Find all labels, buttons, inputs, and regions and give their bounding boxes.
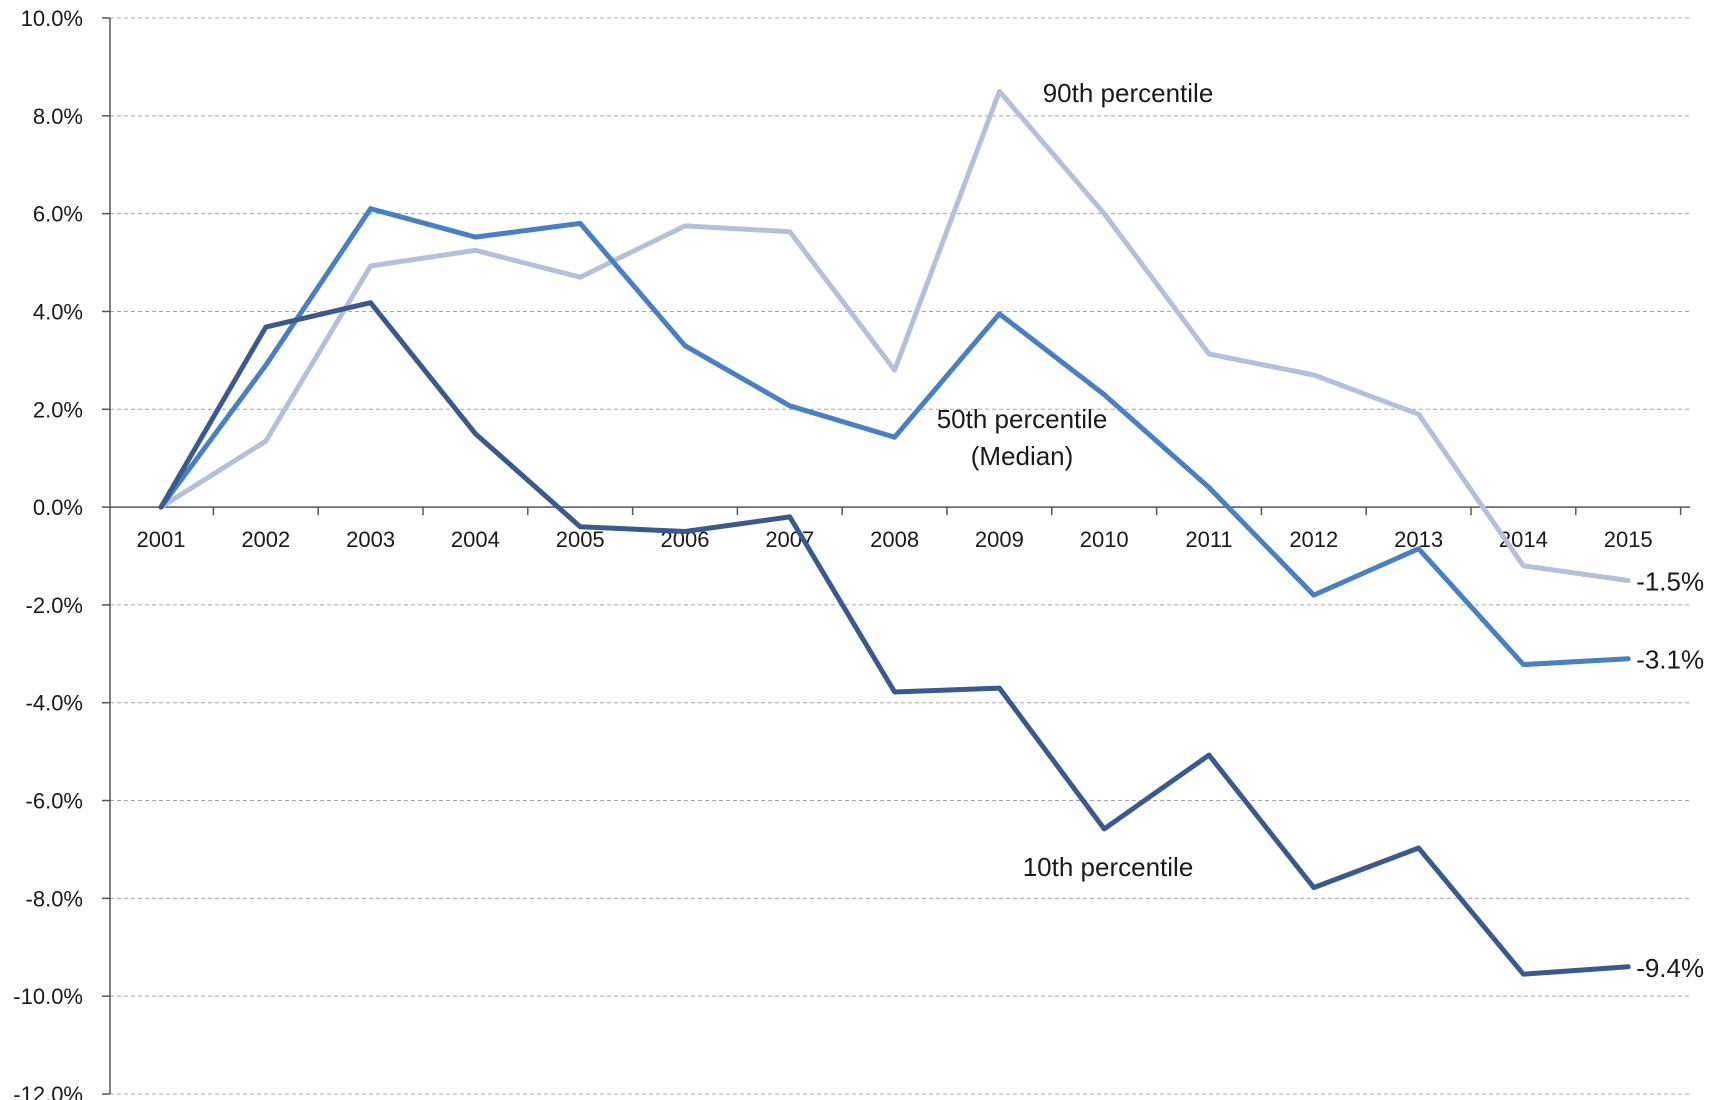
end-value-label-p90: -1.5%	[1636, 566, 1704, 596]
x-tick-label: 2009	[975, 527, 1024, 552]
series-labels: -1.5% -3.1% -9.4% 90th percentile 50th perce…	[937, 78, 1704, 983]
y-tick-label: -2.0%	[26, 593, 83, 618]
y-tick-label: 8.0%	[33, 104, 83, 129]
y-axis-ticks: 10.0% 8.0% 6.0% 4.0% 2.0% 0.0% -2.0% -4.0% -6.0%…	[13, 6, 83, 1100]
x-tick-label: 2015	[1604, 527, 1653, 552]
x-tick-label: 2005	[556, 527, 605, 552]
y-tick-label: 0.0%	[33, 495, 83, 520]
series-name-label-p50: (Median)	[971, 441, 1074, 471]
x-tick-label: 2011	[1185, 527, 1232, 552]
x-tick-label: 2012	[1289, 527, 1338, 552]
end-value-label-p50: -3.1%	[1636, 645, 1704, 675]
x-tick-label: 2001	[137, 527, 186, 552]
y-tick-label: 10.0%	[21, 6, 83, 31]
x-tick-label: 2002	[241, 527, 290, 552]
series-line-p90	[158, 88, 1631, 583]
series-lines	[158, 88, 1631, 977]
y-tick-label: -10.0%	[13, 984, 83, 1009]
x-axis-ticks: 2001 2002 2003 2004 2005 2006 2007 2008 2009 2010…	[137, 527, 1653, 552]
series-name-label-p90: 90th percentile	[1043, 78, 1214, 108]
y-tick-label: 6.0%	[33, 202, 83, 227]
y-tick-label: 4.0%	[33, 299, 83, 324]
x-tick-label: 2008	[870, 527, 919, 552]
y-tick-label: -8.0%	[26, 886, 83, 911]
series-line-p50	[158, 206, 1631, 668]
y-tick-label: -6.0%	[26, 789, 83, 814]
series-name-label-p50: 50th percentile	[937, 404, 1108, 434]
x-tick-label: 2004	[451, 527, 500, 552]
end-value-label-p10: -9.4%	[1636, 953, 1704, 983]
grid-lines	[110, 17, 1690, 1095]
x-tick-label: 2010	[1080, 527, 1129, 552]
series-line-p10	[158, 300, 1631, 977]
axes	[102, 17, 1690, 1095]
y-tick-label: 2.0%	[33, 397, 83, 422]
x-tick-label: 2003	[346, 527, 395, 552]
series-name-label-p10: 10th percentile	[1023, 852, 1194, 882]
y-tick-label: -4.0%	[26, 691, 83, 716]
y-tick-label: -12.0%	[13, 1082, 83, 1100]
